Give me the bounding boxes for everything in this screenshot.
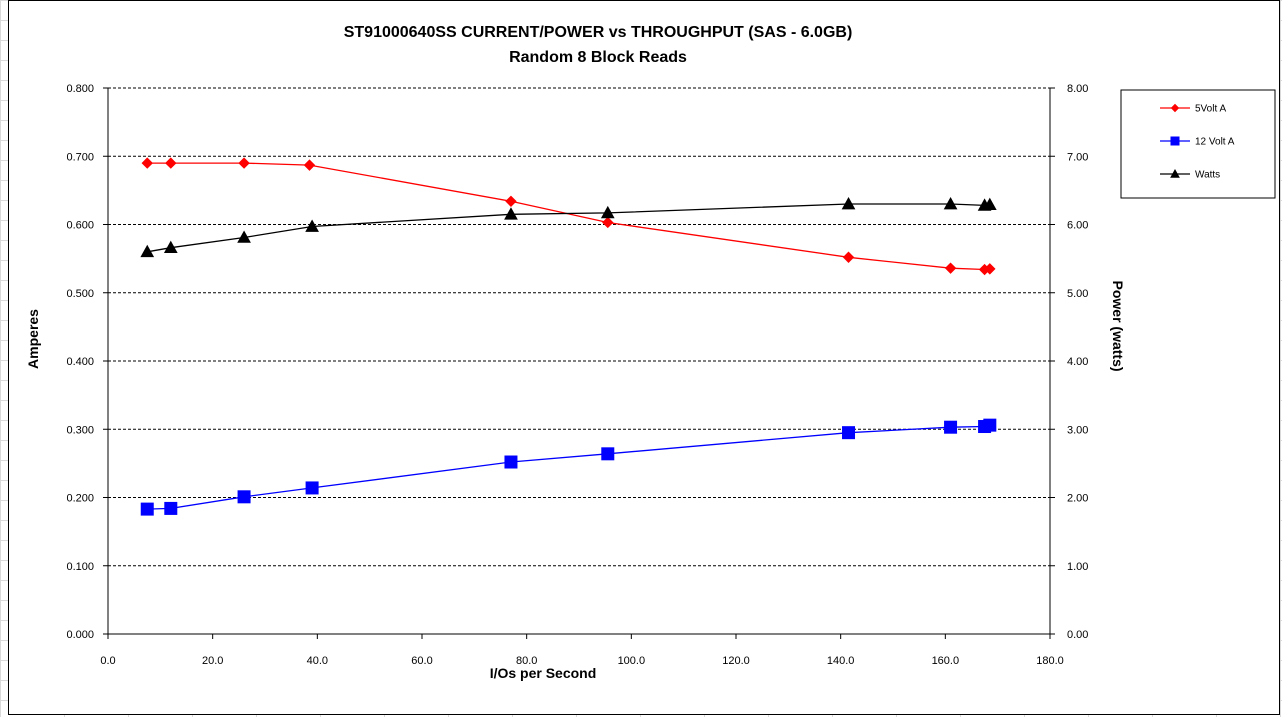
data-point-triangle	[140, 244, 155, 258]
x-tick-label: 80.0	[516, 655, 537, 667]
data-point-triangle	[841, 196, 856, 210]
y2-tick-label: 1.00	[1067, 561, 1088, 573]
data-point-diamond	[984, 263, 996, 275]
x-tick-label: 40.0	[307, 655, 328, 667]
data-point-diamond	[1170, 103, 1180, 113]
y2-tick-label: 4.00	[1067, 356, 1088, 368]
y-tick-label: 0.800	[66, 83, 94, 95]
series-2	[140, 196, 997, 258]
x-tick-label: 0.0	[100, 655, 115, 667]
series-1	[140, 418, 997, 516]
legend-box	[1120, 89, 1276, 199]
data-point-triangle	[237, 230, 251, 243]
data-point-square	[237, 490, 251, 504]
y2-tick-label: 7.00	[1067, 151, 1088, 163]
x-tick-label: 100.0	[618, 655, 646, 667]
data-point-diamond	[602, 216, 614, 229]
x-tick-label: 180.0	[1036, 655, 1064, 667]
x-tick-label: 160.0	[932, 655, 960, 667]
series-line	[147, 162, 990, 271]
data-point-triangle	[305, 219, 319, 232]
data-point-diamond	[842, 251, 855, 263]
data-point-square	[1170, 136, 1180, 146]
gridlines	[108, 87, 1050, 567]
x-tick-label: 60.0	[411, 655, 432, 667]
data-point-square	[305, 481, 319, 495]
data-point-square	[601, 447, 615, 461]
chart-subtitle: Random 8 Block Reads	[509, 49, 687, 66]
legend-entry: 12 Volt A	[1160, 136, 1235, 148]
chart-title: ST91000640SS CURRENT/POWER vs THROUGHPUT…	[344, 24, 853, 41]
data-point-square	[164, 501, 178, 515]
data-point-triangle	[504, 207, 518, 220]
y2-axis-title: Power (watts)	[1110, 280, 1126, 371]
y-tick-label: 0.200	[66, 493, 94, 505]
y-axis-title: Amperes	[25, 309, 41, 369]
legend-label: 12 Volt A	[1195, 137, 1235, 148]
axes	[103, 87, 1055, 639]
legend-items: 5Volt A 12 Volt A Watts	[1160, 104, 1235, 181]
x-tick-label: 140.0	[827, 655, 855, 667]
series-line	[147, 203, 990, 253]
data-point-square	[842, 426, 856, 440]
data-point-diamond	[505, 195, 517, 208]
y2-tick-label: 5.00	[1067, 288, 1088, 300]
y2-tick-label: 3.00	[1067, 424, 1088, 436]
legend-label: Watts	[1195, 170, 1220, 181]
y2-tick-label: 2.00	[1067, 493, 1088, 505]
y-tick-label: 0.700	[66, 151, 94, 163]
x-axis-title: I/Os per Second	[490, 665, 597, 681]
series	[140, 157, 997, 516]
data-point-triangle	[163, 240, 178, 254]
data-point-triangle	[943, 196, 958, 210]
data-point-square	[140, 502, 154, 516]
y-tick-label: 0.600	[66, 220, 94, 232]
data-point-triangle	[1170, 168, 1180, 178]
x-tick-label: 20.0	[202, 655, 223, 667]
data-point-diamond	[165, 157, 177, 169]
data-point-diamond	[303, 159, 316, 171]
y-tick-label: 0.400	[66, 356, 94, 368]
y-tick-label: 0.000	[66, 629, 94, 641]
y-tick-label: 0.300	[66, 424, 94, 436]
data-point-square	[504, 455, 518, 469]
y2-tick-label: 8.00	[1067, 83, 1088, 95]
legend-entry: Watts	[1160, 168, 1220, 181]
data-point-diamond	[141, 157, 153, 169]
legend: 5Volt A 12 Volt A Watts	[1120, 89, 1276, 199]
data-point-triangle	[600, 205, 615, 219]
y2-tick-label: 6.00	[1067, 220, 1088, 232]
y-tick-label: 0.100	[66, 561, 94, 573]
data-point-square	[983, 418, 997, 432]
legend-entry: 5Volt A	[1160, 104, 1226, 115]
y2-tick-label: 0.00	[1067, 629, 1088, 641]
x-tick-label: 120.0	[722, 655, 750, 667]
series-0	[141, 157, 996, 276]
data-point-square	[944, 420, 958, 434]
data-point-diamond	[944, 262, 957, 274]
legend-label: 5Volt A	[1195, 104, 1226, 115]
series-line	[147, 424, 990, 510]
y-tick-label: 0.500	[66, 288, 94, 300]
tick-labels: 0.000 0.100 0.200 0.300 0.400 0.500 0.600 0.700…	[66, 83, 1088, 667]
data-point-triangle	[982, 197, 997, 211]
data-point-diamond	[238, 157, 250, 169]
